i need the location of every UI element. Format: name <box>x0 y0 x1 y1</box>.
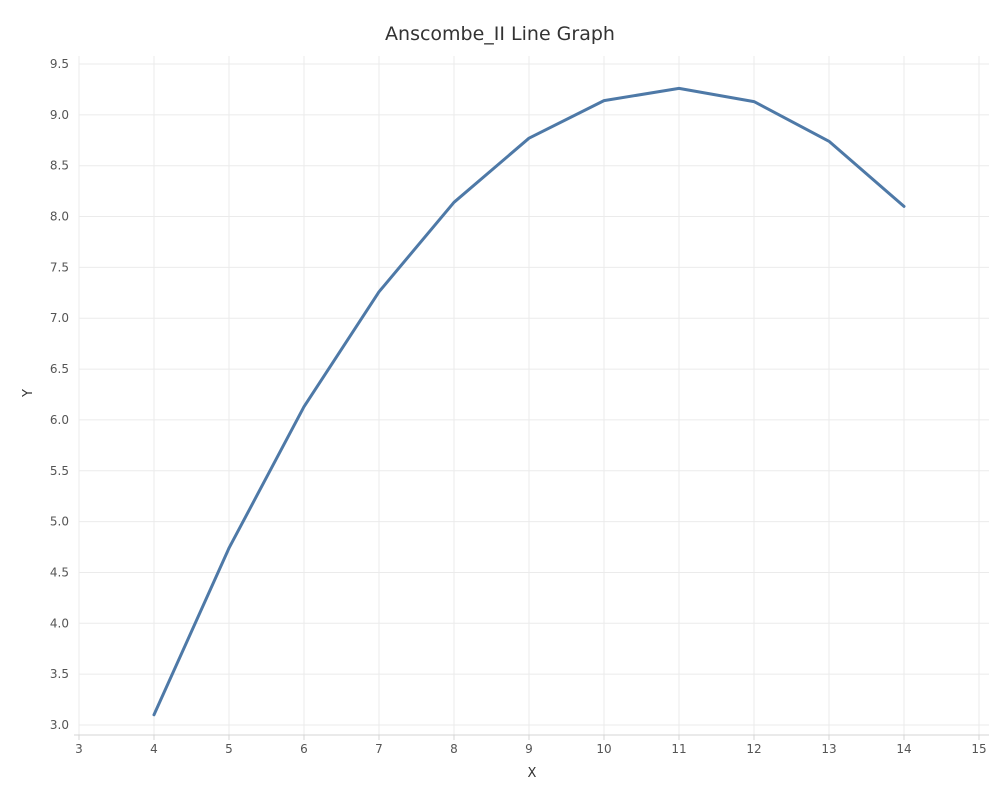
series-group <box>152 86 906 717</box>
y-tick-label: 3.5 <box>50 667 69 681</box>
y-tick-label: 4.5 <box>50 565 69 579</box>
y-tick-label: 8.5 <box>50 159 69 173</box>
x-tick-label: 5 <box>225 742 233 756</box>
y-tick-label: 5.5 <box>50 464 69 478</box>
y-tick-label: 8.0 <box>50 210 69 224</box>
x-tick-label: 3 <box>75 742 83 756</box>
y-tick-label: 7.0 <box>50 311 69 325</box>
y-tick-label: 3.0 <box>50 718 69 732</box>
y-axis-label: Y <box>21 389 36 398</box>
series-line <box>152 86 906 717</box>
y-gridlines <box>79 63 989 726</box>
x-tick-label: 10 <box>596 742 611 756</box>
x-tick-label: 8 <box>450 742 458 756</box>
chart-title: Anscombe_II Line Graph <box>385 23 615 45</box>
x-tick-label: 11 <box>671 742 686 756</box>
y-tick-label: 6.0 <box>50 413 69 427</box>
y-tick-label: 4.0 <box>50 616 69 630</box>
x-axis-label: X <box>528 766 537 781</box>
y-tick-label: 9.0 <box>50 108 69 122</box>
y-tick-label: 5.0 <box>50 515 69 529</box>
x-tick-label: 15 <box>971 742 986 756</box>
y-tick-label: 6.5 <box>50 362 69 376</box>
x-tick-label: 14 <box>896 742 911 756</box>
x-tick-label: 12 <box>746 742 761 756</box>
y-tick-label: 7.5 <box>50 260 69 274</box>
x-gridlines <box>78 56 980 735</box>
y-tick-labels: 3.0 3.5 4.0 4.5 5.0 5.5 6.0 6.5 7.0 7.5 8.0 8.5 9.0 9… <box>50 57 69 732</box>
x-tick-labels: 3 4 5 6 7 8 9 10 11 12 13 14 15 <box>75 735 987 756</box>
x-tick-label: 7 <box>375 742 383 756</box>
x-tick-label: 13 <box>821 742 836 756</box>
x-tick-label: 9 <box>525 742 533 756</box>
x-tick-label: 4 <box>150 742 158 756</box>
y-tick-label: 9.5 <box>50 57 69 71</box>
x-tick-label: 6 <box>300 742 308 756</box>
